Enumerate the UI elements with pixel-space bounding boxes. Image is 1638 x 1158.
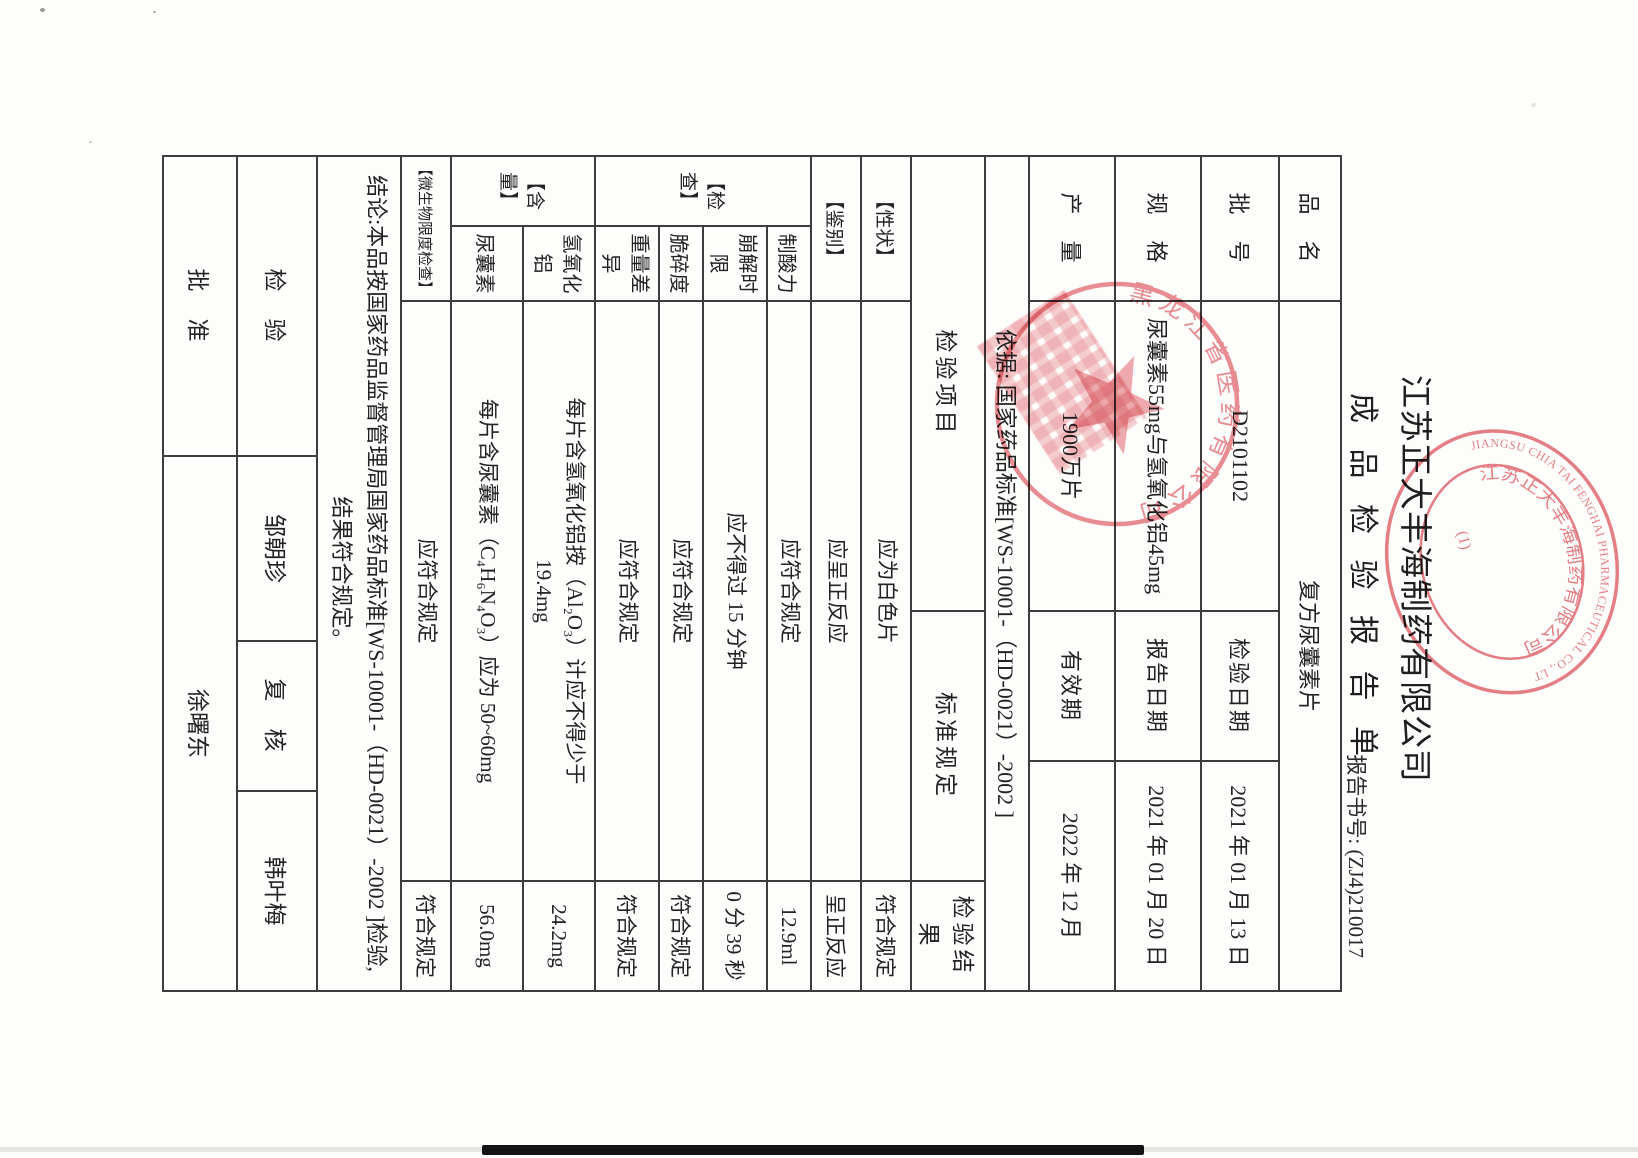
item-row-acid-power: 【检查】 制酸力 应符合规定 12.9ml [595, 156, 811, 992]
conclusion-text: 结论:本品按国家药品监督管理局国家药品标准[WS-10001-（HD-0021）… [317, 156, 401, 992]
tester-name: 邹朝珍 [237, 456, 317, 642]
item-row-friability: 脆碎度 应符合规定 符合规定 [659, 156, 703, 992]
item-row-weight-variation: 重量差异 应符合规定 符合规定 [595, 156, 659, 992]
column-header-standard: 标准规定 [911, 611, 985, 882]
item-row-aluminium-hydroxide: 【含量】 氢氧化铝 每片含氢氧化铝按（Al₂O₃）计应不得少于 19.4mg 2… [451, 156, 595, 992]
item-group: 【鉴别】 [811, 156, 861, 302]
product-label: 品 名 [1279, 156, 1341, 302]
row-signature-approve: 批 准 徐曙东 [163, 156, 237, 992]
item-row-disintegration: 崩解时限 应不得过 15 分钟 0 分 39 秒 [703, 156, 767, 992]
seal-number: (1) [1453, 529, 1474, 551]
item-result: 符合规定 [595, 881, 659, 992]
expiry-value: 2022 年 12 月 [1029, 761, 1115, 992]
item-standard: 应呈正反应 [811, 301, 861, 882]
row-product: 品 名 复方尿囊素片 [1279, 156, 1341, 992]
item-standard: 每片含尿囊素（C₄H₆N₄O₃）应为 50~60mg [451, 301, 523, 882]
item-result: 呈正反应 [811, 881, 861, 992]
review-signature-label: 复 核 [237, 641, 317, 792]
item-group: 【性状】 [861, 156, 911, 302]
item-row-appearance: 【性状】 应为白色片 符合规定 [861, 156, 911, 992]
row-batch: 批 号 D2101102 检验日期 2021 年 01 月 13 日 [1201, 156, 1279, 992]
item-group-inspection: 【检查】 [595, 156, 811, 226]
item-standard: 应为白色片 [861, 301, 911, 882]
item-sub: 制酸力 [767, 226, 811, 302]
expiry-label: 有效期 [1029, 611, 1115, 762]
item-group: 【微生物限度检查】 [401, 156, 451, 302]
report-date-value: 2021 年 01 月 20 日 [1115, 761, 1201, 992]
row-columns-header: 检验项目 标准规定 检验结果 [911, 156, 985, 992]
row-conclusion: 结论:本品按国家药品监督管理局国家药品标准[WS-10001-（HD-0021）… [317, 156, 401, 992]
approver-name: 徐曙东 [163, 456, 237, 992]
item-standard: 每片含氢氧化铝按（Al₂O₃）计应不得少于 19.4mg [523, 301, 595, 882]
item-standard: 应符合规定 [659, 301, 703, 882]
reviewer-name: 韩叶梅 [237, 791, 317, 992]
star-icon [1067, 356, 1165, 455]
item-sub: 崩解时限 [703, 226, 767, 302]
item-standard: 应符合规定 [401, 301, 451, 882]
item-row-microbial-limit: 【微生物限度检查】 应符合规定 符合规定 [401, 156, 451, 992]
item-standard: 应不得过 15 分钟 [703, 301, 767, 882]
item-sub: 脆碎度 [659, 226, 703, 302]
item-standard: 应符合规定 [767, 301, 811, 882]
item-standard: 应符合规定 [595, 301, 659, 882]
scan-specks [40, 8, 45, 12]
item-group-content: 【含量】 [451, 156, 595, 226]
item-result: 符合规定 [861, 881, 911, 992]
item-sub: 重量差异 [595, 226, 659, 302]
item-result: 符合规定 [659, 881, 703, 992]
column-header-result: 检验结果 [911, 881, 985, 992]
report-date-label: 报告日期 [1115, 611, 1201, 762]
test-signature-label: 检 验 [237, 156, 317, 457]
approve-signature-label: 批 准 [163, 156, 237, 457]
item-row-identification: 【鉴别】 应呈正反应 呈正反应 [811, 156, 861, 992]
scan-edge-shadow [482, 1145, 1144, 1155]
test-date-label: 检验日期 [1201, 611, 1279, 762]
item-result: 0 分 39 秒 [703, 881, 767, 992]
row-signatures-test-review: 检 验 邹朝珍 复 核 韩叶梅 [237, 156, 317, 992]
test-date-value: 2021 年 01 月 13 日 [1201, 761, 1279, 992]
item-result: 符合规定 [401, 881, 451, 992]
column-header-item: 检验项目 [911, 156, 985, 612]
item-result: 56.0mg [451, 881, 523, 992]
company-seal-stamp: JIANGSU CHIA TAI FENGHAI PHARMACEUTICAL … [1384, 395, 1638, 695]
product-value: 复方尿囊素片 [1279, 301, 1341, 992]
item-sub: 氢氧化铝 [523, 226, 595, 302]
item-sub: 尿囊素 [451, 226, 523, 302]
round-official-stamp: 黑龙江省医药有限公司 [994, 280, 1255, 537]
item-result: 24.2mg [523, 881, 595, 992]
item-result: 12.9ml [767, 881, 811, 992]
item-row-allantoin: 尿囊素 每片含尿囊素（C₄H₆N₄O₃）应为 50~60mg 56.0mg [451, 156, 523, 992]
batch-label: 批 号 [1201, 156, 1279, 302]
